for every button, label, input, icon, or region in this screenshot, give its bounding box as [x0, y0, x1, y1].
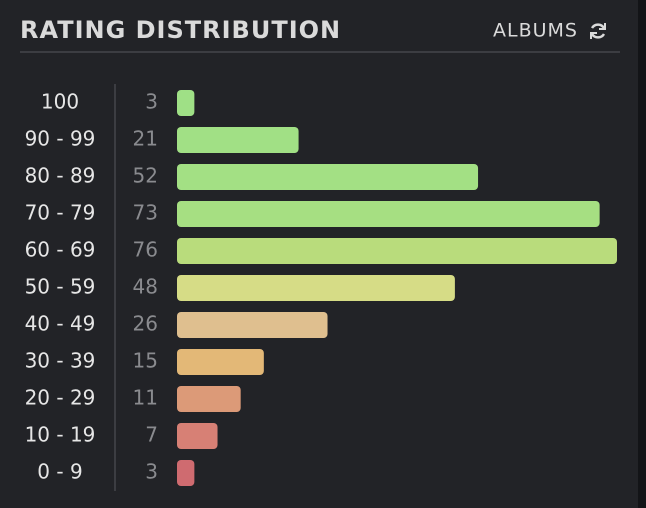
- category-label: 60 - 69: [25, 238, 96, 262]
- category-label: 50 - 59: [25, 275, 96, 299]
- value-label: 73: [133, 201, 158, 225]
- bar: [177, 386, 241, 412]
- category-label: 100: [41, 90, 79, 114]
- bar: [177, 164, 479, 190]
- category-label: 70 - 79: [25, 201, 96, 225]
- albums-button[interactable]: ALBUMS: [493, 20, 578, 42]
- category-label: 90 - 99: [25, 127, 96, 151]
- category-label: 80 - 89: [25, 164, 96, 188]
- refresh-icon[interactable]: [590, 23, 606, 39]
- category-label: 40 - 49: [25, 312, 96, 336]
- bar: [177, 460, 195, 486]
- chart-title: RATING DISTRIBUTION: [20, 16, 341, 44]
- category-label: 10 - 19: [25, 423, 96, 447]
- bar: [177, 275, 455, 301]
- bar: [177, 238, 617, 264]
- value-label: 26: [133, 312, 158, 336]
- value-label: 21: [133, 127, 158, 151]
- value-label: 48: [133, 275, 158, 299]
- value-label: 76: [133, 238, 158, 262]
- category-label: 20 - 29: [25, 386, 96, 410]
- value-label: 7: [145, 423, 158, 447]
- bar: [177, 423, 218, 449]
- value-label: 52: [133, 164, 158, 188]
- panel-edge: [638, 0, 646, 508]
- value-label: 3: [145, 460, 158, 484]
- bar: [177, 90, 195, 116]
- bar: [177, 312, 328, 338]
- category-label: 0 - 9: [37, 460, 82, 484]
- value-label: 3: [145, 90, 158, 114]
- bar: [177, 127, 299, 153]
- value-label: 11: [133, 386, 158, 410]
- category-label: 30 - 39: [25, 349, 96, 373]
- bar: [177, 349, 264, 375]
- value-label: 15: [133, 349, 158, 373]
- bar: [177, 201, 600, 227]
